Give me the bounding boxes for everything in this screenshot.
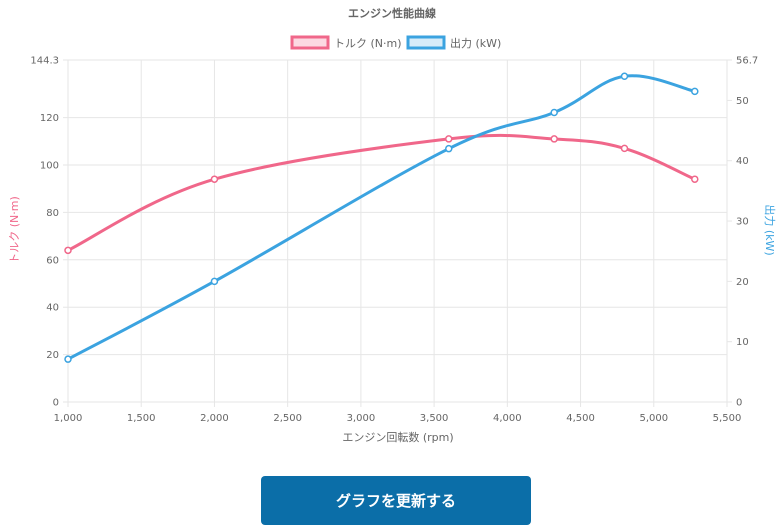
x-tick-label: 3,500 — [420, 413, 449, 424]
left-tick-label: 144.3 — [30, 56, 59, 67]
power-point[interactable] — [210, 277, 219, 286]
right-tick-label: 0 — [736, 398, 742, 409]
torque-point[interactable] — [445, 135, 453, 143]
power-line — [66, 74, 697, 361]
right-tick-label: 10 — [736, 337, 749, 348]
power-point[interactable] — [691, 87, 699, 96]
x-tick-label: 1,500 — [127, 413, 156, 424]
torque-point[interactable] — [691, 175, 699, 183]
left-tick-label: 60 — [46, 255, 59, 266]
legend-label-power: 出力 (kW) — [450, 36, 501, 50]
grid-lines — [63, 59, 732, 407]
legend: トルク (N·m) 出力 (kW) — [290, 35, 501, 50]
left-tick-label: 40 — [46, 303, 59, 314]
engine-performance-chart: エンジン性能曲線 トルク (N·m) 出力 (kW) 1,000 1,500 2,0… — [8, 6, 777, 444]
left-tick-label: 80 — [46, 208, 59, 219]
update-chart-button[interactable]: グラフを更新する — [261, 476, 531, 525]
x-tick-label: 1,000 — [54, 413, 83, 424]
left-axis-label: トルク (N·m) — [8, 196, 21, 264]
legend-label-torque: トルク (N·m) — [334, 37, 402, 50]
x-tick-label: 5,000 — [639, 413, 668, 424]
left-tick-label: 120 — [40, 113, 59, 124]
right-axis-ticks: 0 10 20 30 40 50 56.7 — [736, 56, 758, 409]
x-tick-label: 4,000 — [493, 413, 522, 424]
x-tick-label: 4,500 — [566, 413, 595, 424]
x-tick-label: 5,500 — [713, 413, 742, 424]
left-tick-label: 100 — [40, 160, 59, 171]
legend-swatch-torque — [290, 35, 330, 50]
torque-point[interactable] — [620, 144, 629, 153]
chart-title: エンジン性能曲線 — [348, 6, 436, 20]
torque-point[interactable] — [550, 135, 558, 143]
x-axis-label: エンジン回転数 (rpm) — [342, 431, 453, 444]
x-tick-label: 2,500 — [273, 413, 302, 424]
data-series — [64, 72, 699, 363]
x-axis-ticks: 1,000 1,500 2,000 2,500 3,000 3,500 4,000 4,500… — [54, 413, 742, 424]
right-tick-label: 56.7 — [736, 56, 758, 67]
power-point[interactable] — [445, 144, 453, 153]
left-tick-label: 20 — [46, 350, 59, 361]
power-point[interactable] — [620, 72, 629, 81]
right-tick-label: 20 — [736, 277, 749, 288]
x-tick-label: 2,000 — [200, 413, 229, 424]
torque-line — [66, 133, 697, 252]
torque-point[interactable] — [64, 246, 72, 255]
right-tick-label: 40 — [736, 156, 749, 167]
right-tick-label: 50 — [736, 96, 749, 107]
power-point[interactable] — [64, 355, 72, 363]
left-axis-ticks: 0 20 40 60 80 100 120 144.3 — [30, 56, 59, 409]
right-tick-label: 30 — [736, 217, 749, 228]
x-tick-label: 3,000 — [347, 413, 376, 424]
left-tick-label: 0 — [53, 398, 59, 409]
power-point[interactable] — [550, 108, 558, 117]
legend-swatch-power — [406, 35, 446, 50]
torque-point[interactable] — [210, 175, 219, 183]
right-axis-label: 出力 (kW) — [763, 204, 777, 255]
